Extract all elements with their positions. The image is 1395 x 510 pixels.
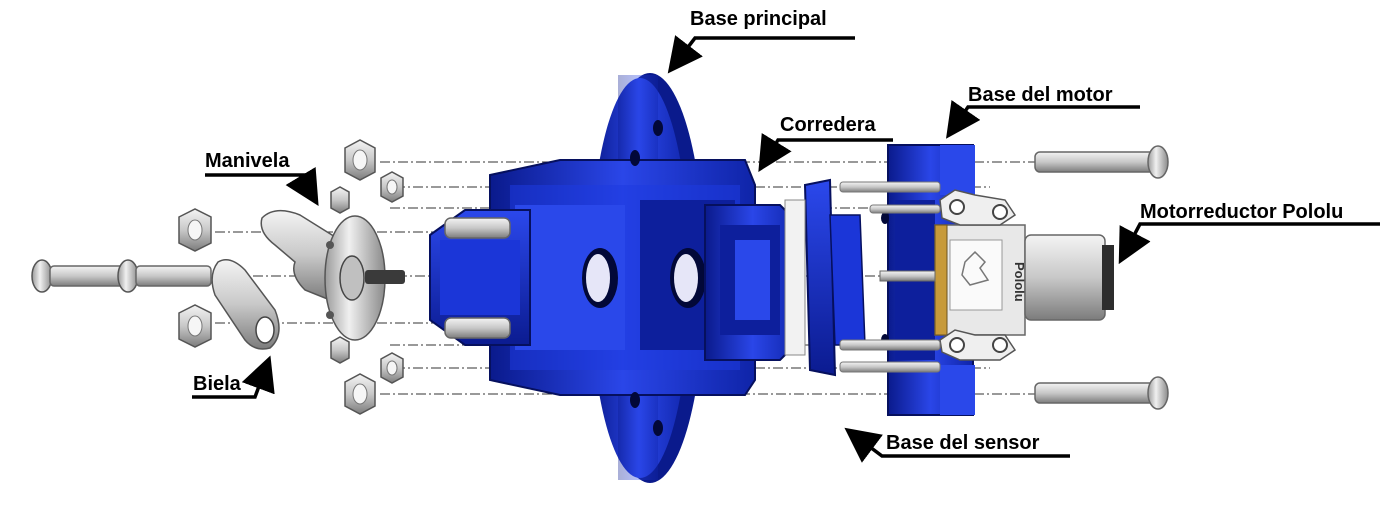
base-pins [444,217,511,339]
label-base-principal: Base principal [690,8,827,30]
base-sensor-part [784,178,866,377]
motorreductor-part: Pololu [879,189,1114,361]
motor-brand-text: Pololu [1012,262,1027,302]
label-motorreductor: Motorreductor Pololu [1140,201,1344,223]
label-base-motor: Base del motor [968,84,1113,106]
leader-lines [192,35,1380,463]
label-biela: Biela [193,373,241,395]
pololu-logo-icon [961,250,990,286]
label-base-sensor: Base del sensor [886,432,1040,454]
label-manivela: Manivela [205,150,290,172]
right-bolts [1034,145,1169,410]
manivela-part [260,209,405,341]
standoff-rods [839,181,941,373]
front-plate-part [429,209,531,346]
hex-nuts [178,139,404,415]
biela-part [211,259,280,350]
base-principal-part [489,73,756,483]
left-bolts [31,259,212,293]
label-corredera: Corredera [780,114,876,136]
